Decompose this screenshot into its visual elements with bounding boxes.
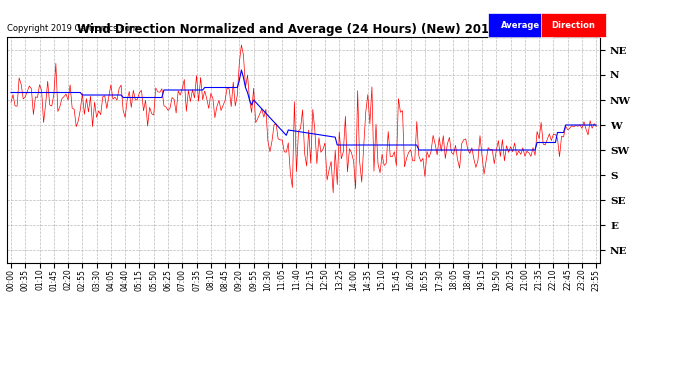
Title: Wind Direction Normalized and Average (24 Hours) (New) 20190228: Wind Direction Normalized and Average (2… [77,23,530,36]
FancyBboxPatch shape [488,13,553,38]
Text: Average: Average [501,21,540,30]
Text: Copyright 2019 Cartronics.com: Copyright 2019 Cartronics.com [7,24,138,33]
FancyBboxPatch shape [541,13,607,38]
Text: Direction: Direction [552,21,595,30]
